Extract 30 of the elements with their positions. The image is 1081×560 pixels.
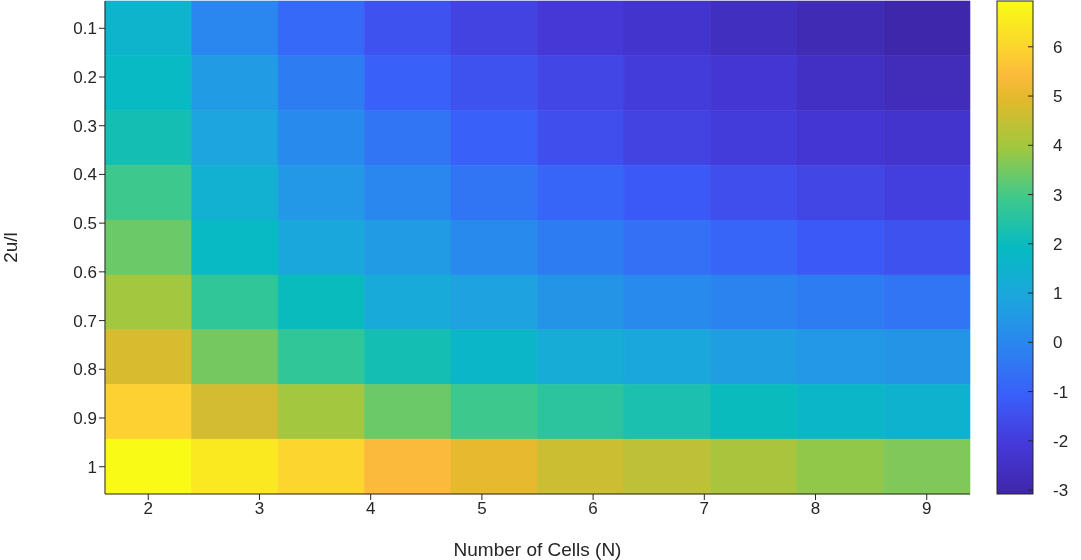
color-bar-label: 6 [1053,37,1063,57]
y-tick-label: 0.9 [73,409,97,429]
y-tick-label: 0.3 [73,116,97,136]
y-tick-label: 0.1 [73,19,97,39]
x-tick-label: 3 [254,499,265,519]
x-tick-label: 4 [365,499,376,519]
color-bar-label: -3 [1053,481,1069,501]
y-tick-label: 0.2 [73,68,97,88]
color-bar-label: 2 [1053,234,1063,254]
x-tick-label: 9 [922,499,932,519]
y-tick-label: 0.8 [73,360,97,380]
x-axis-title: Number of Cells (N) [453,539,622,560]
x-tick-label: 6 [588,499,598,519]
color-bar-label: 1 [1053,284,1063,304]
y-tick-label: 0.7 [73,311,97,331]
x-tick-label: 7 [699,499,710,519]
x-tick-label: 8 [810,499,821,519]
x-tick-label: 5 [477,499,487,519]
color-bar-label: 3 [1053,185,1063,205]
y-tick-label: 0.5 [73,214,97,234]
color-bar-label: 4 [1053,136,1063,156]
y-tick-label: 1 [87,457,97,477]
color-bar-label: -1 [1053,382,1069,402]
x-tick-label: 2 [143,499,153,519]
y-tick-label: 0.6 [73,262,97,282]
y-axis-title: 2u/l [0,232,21,263]
y-tick-label: 0.4 [73,165,97,185]
color-bar-label: 5 [1053,87,1063,107]
color-bar-label: 0 [1053,333,1063,353]
color-bar-label: -2 [1053,431,1069,451]
